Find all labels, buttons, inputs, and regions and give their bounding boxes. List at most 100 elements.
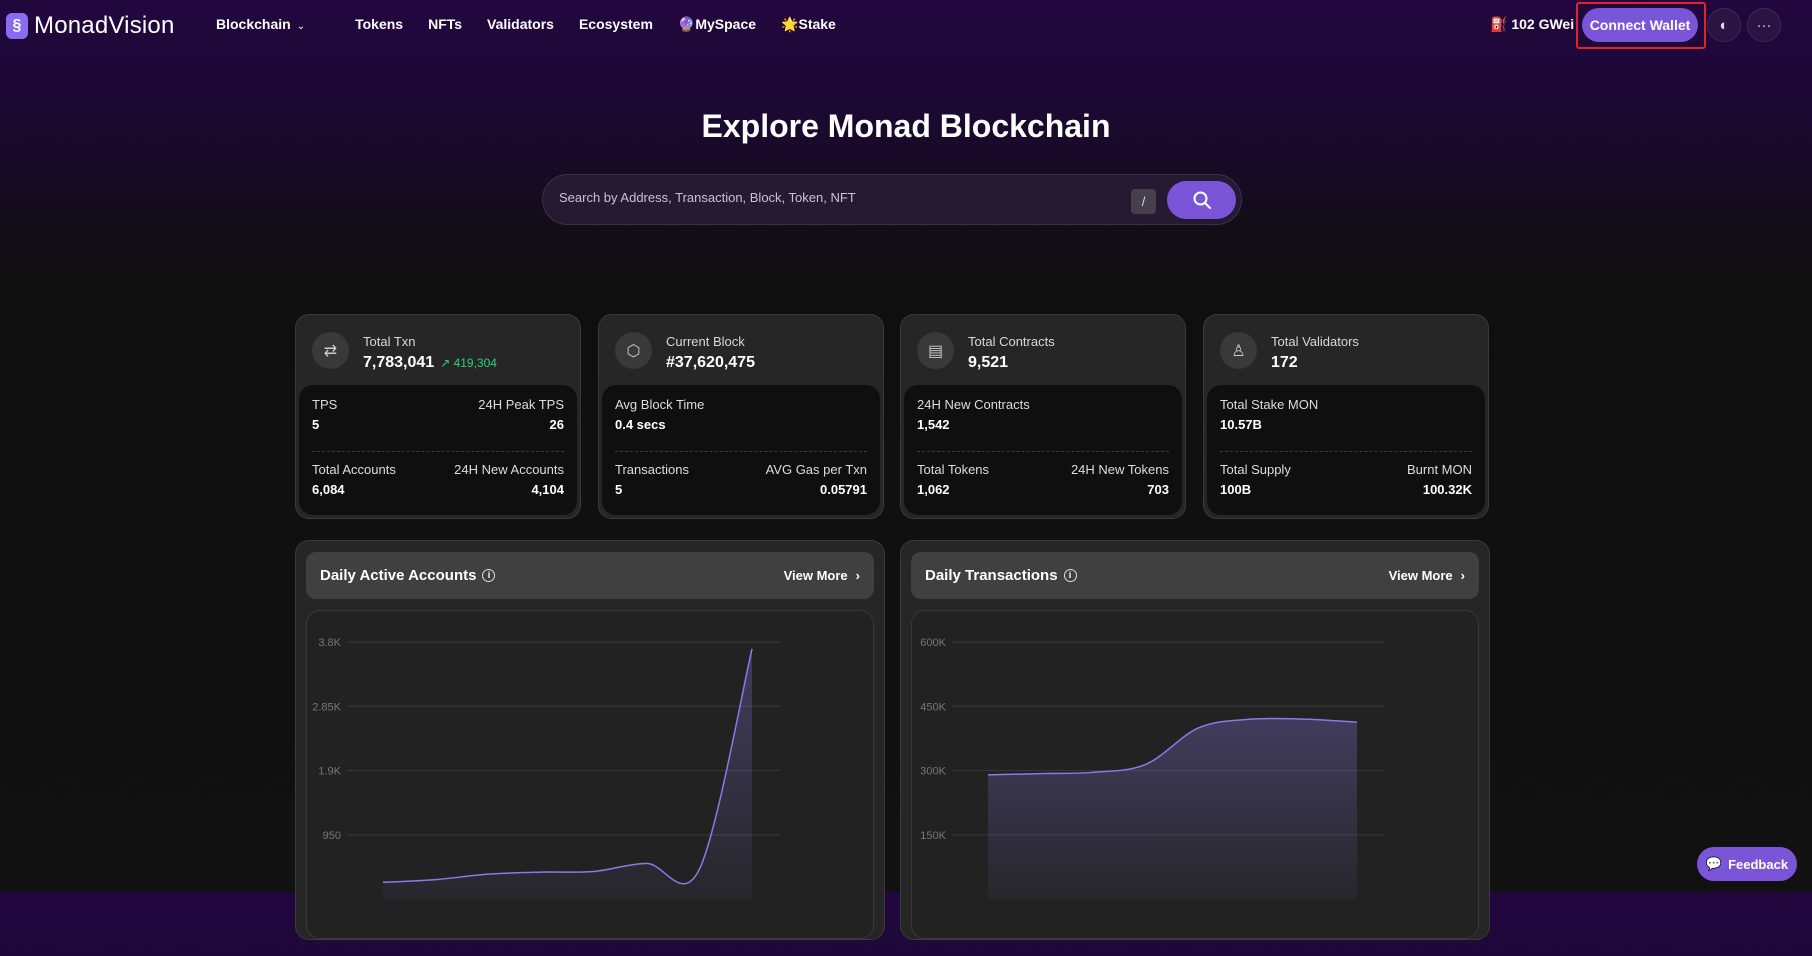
- shortcut-hint: /: [1131, 189, 1156, 214]
- y-tick-label: 150K: [920, 830, 946, 842]
- swap-arrows-icon: ⇄: [312, 332, 349, 369]
- chat-icon: 💬: [1705, 856, 1723, 871]
- fuel-pump-icon: ⛽: [1490, 16, 1508, 32]
- metric-value: 10.57B: [1220, 417, 1262, 432]
- view-more-label: View More: [1388, 568, 1453, 583]
- metric-label: 24H New Accounts: [454, 462, 564, 477]
- nav-nfts[interactable]: NFTs: [428, 16, 463, 32]
- nav-myspace[interactable]: 🔮MySpace: [677, 16, 757, 32]
- y-tick-label: 300K: [920, 766, 946, 778]
- card-value-text: 7,783,041: [363, 354, 435, 371]
- panel-header: Daily Transactions i View More ›: [911, 552, 1479, 599]
- card-details: 24H New Contracts 1,542 Total Tokens 24H N…: [904, 385, 1182, 515]
- search-icon: [1193, 191, 1211, 209]
- card-label: Total Contracts: [968, 334, 1055, 349]
- metric-label: Total Stake MON: [1220, 397, 1319, 412]
- metric-value: 4,104: [531, 482, 564, 497]
- logo-text: MonadVision: [34, 12, 175, 39]
- view-more-link[interactable]: View More ›: [784, 568, 860, 583]
- daily-transactions-chart: 150K 300K 450K 600K: [920, 637, 1385, 900]
- chart-area: 950 1.9K 2.85K 3.8K: [306, 610, 874, 939]
- divider: [312, 451, 564, 452]
- chevron-right-icon: ›: [1460, 568, 1465, 583]
- metric-label: Total Tokens: [917, 462, 990, 477]
- nav-validators[interactable]: Validators: [487, 16, 554, 32]
- metric-label: 24H New Contracts: [917, 397, 1030, 412]
- metric-value: 1,062: [917, 482, 950, 497]
- connect-wallet-button[interactable]: Connect Wallet: [1582, 8, 1698, 42]
- metric-label: 24H New Tokens: [1070, 462, 1169, 477]
- metric-value: 1,542: [917, 417, 950, 432]
- feedback-button[interactable]: 💬 Feedback: [1697, 847, 1797, 881]
- search-input[interactable]: [559, 190, 1059, 205]
- card-details: Total Stake MON 10.57B Total Supply Burnt …: [1207, 385, 1485, 515]
- search-button[interactable]: [1167, 181, 1236, 219]
- metric-value: 5: [312, 417, 320, 432]
- metric-label: 24H Peak TPS: [478, 397, 564, 412]
- panel-header: Daily Active Accounts i View More ›: [306, 552, 874, 599]
- nav-tokens[interactable]: Tokens: [355, 16, 404, 32]
- chevron-right-icon: ›: [855, 568, 860, 583]
- contrast-icon: ◐: [1719, 16, 1729, 34]
- search-bar: /: [542, 174, 1242, 225]
- y-tick-label: 950: [323, 830, 341, 842]
- card-value: 172: [1271, 354, 1298, 372]
- panel-title: Daily Active Accounts: [320, 567, 477, 584]
- daily-active-accounts-chart: 950 1.9K 2.85K 3.8K: [312, 637, 780, 900]
- panel-daily-transactions: Daily Transactions i View More › 150K 300K 4…: [900, 540, 1490, 940]
- metric-label: Burnt MON: [1406, 462, 1472, 477]
- card-value-text: 9,521: [968, 354, 1009, 371]
- page-title: Explore Monad Blockchain: [701, 108, 1111, 144]
- gas-price[interactable]: ⛽ 102 GWei: [1490, 16, 1574, 33]
- card-label: Current Block: [666, 334, 745, 349]
- stat-card: ♙ Total Validators 172 Total Stake MON 1…: [1203, 314, 1489, 519]
- nav-stake[interactable]: 🌟Stake: [781, 16, 836, 32]
- card-label: Total Validators: [1271, 334, 1359, 349]
- metric-value: 0.05791: [820, 482, 867, 497]
- nav-ecosystem[interactable]: Ecosystem: [578, 16, 653, 32]
- stat-card: ▤ Total Contracts 9,521 24H New Contract…: [900, 314, 1186, 519]
- theme-toggle-button[interactable]: ◐: [1707, 8, 1741, 42]
- user-check-icon: ♙: [1220, 332, 1257, 369]
- cube-icon: ⬡: [615, 332, 652, 369]
- metric-label: Total Supply: [1220, 462, 1291, 477]
- metric-label: Total Accounts: [312, 462, 396, 477]
- y-tick-label: 1.9K: [318, 766, 341, 778]
- card-value-text: #37,620,475: [666, 354, 755, 371]
- series-line: [382, 648, 753, 885]
- logo[interactable]: § MonadVision: [6, 12, 175, 40]
- logo-icon: §: [6, 13, 28, 39]
- more-button[interactable]: ···: [1747, 8, 1781, 42]
- metric-label: AVG Gas per Txn: [765, 462, 867, 477]
- panel-title: Daily Transactions: [925, 567, 1058, 584]
- chart-area: 150K 300K 450K 600K: [911, 610, 1479, 939]
- y-tick-label: 450K: [920, 701, 946, 713]
- card-value: 9,521: [968, 354, 1008, 372]
- divider: [615, 451, 867, 452]
- highlight-box: [1576, 2, 1706, 49]
- metric-value: 703: [1147, 482, 1169, 497]
- card-value-text: 172: [1271, 354, 1298, 371]
- stat-card: ⇄ Total Txn 7,783,041 ↗ 419,304 TPS 24H Pe…: [295, 314, 581, 519]
- gas-value: 102 GWei: [1511, 16, 1575, 32]
- area-fill: [383, 648, 752, 900]
- feedback-label: Feedback: [1728, 856, 1789, 872]
- document-icon: ▤: [917, 332, 954, 369]
- info-icon[interactable]: i: [482, 569, 496, 582]
- card-value: 7,783,041 ↗ 419,304: [363, 354, 497, 372]
- view-more-link[interactable]: View More ›: [1389, 568, 1465, 583]
- info-icon[interactable]: i: [1063, 569, 1077, 582]
- chevron-down-icon: ⌄: [296, 21, 306, 32]
- stat-card: ⬡ Current Block #37,620,475 Avg Block Ti…: [598, 314, 884, 519]
- nav-blockchain[interactable]: Blockchain ⌄: [216, 16, 306, 32]
- card-value: #37,620,475: [666, 354, 755, 372]
- metric-value: 0.4 secs: [615, 417, 666, 432]
- more-horizontal-icon: ···: [1756, 16, 1772, 34]
- card-details: Avg Block Time 0.4 secs Transactions AVG G…: [602, 385, 880, 515]
- y-tick-label: 3.8K: [318, 637, 341, 649]
- card-details: TPS 24H Peak TPS 5 26 Total Accounts 24H New…: [299, 385, 577, 515]
- series-line: [987, 717, 1358, 776]
- delta-value: 419,304: [453, 356, 497, 370]
- metric-value: 100B: [1220, 482, 1252, 497]
- view-more-label: View More: [783, 568, 848, 583]
